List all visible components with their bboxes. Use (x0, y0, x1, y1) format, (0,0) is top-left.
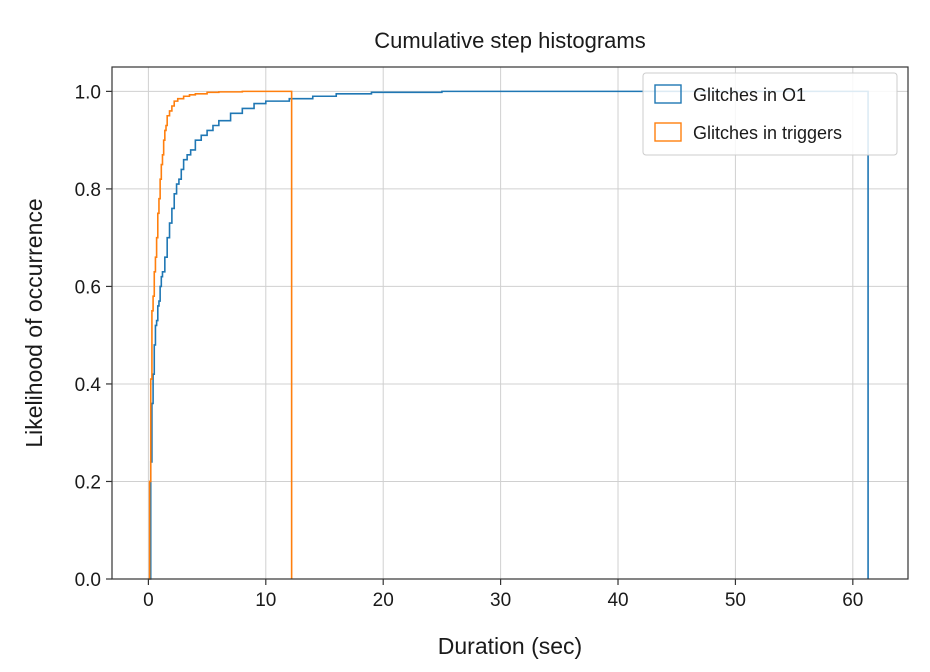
legend-swatch-o1 (654, 84, 682, 104)
x-tick-label: 40 (607, 590, 628, 611)
y-tick-label: 0.0 (75, 570, 101, 591)
y-tick-label: 0.8 (75, 180, 101, 201)
plot-frame (111, 66, 909, 580)
x-tick-label: 60 (842, 590, 863, 611)
legend: Glitches in O1 Glitches in triggers (642, 72, 898, 156)
x-axis-label: Duration (sec) (438, 633, 582, 659)
series-line-triggers (148, 90, 293, 580)
y-tick-label: 1.0 (75, 82, 101, 103)
legend-label-o1: Glitches in O1 (693, 85, 806, 105)
x-tick-label: 20 (373, 590, 394, 611)
chart-title: Cumulative step histograms (374, 28, 645, 53)
x-tick-label: 0 (143, 590, 154, 611)
plot-series (148, 90, 869, 580)
y-axis-label: Likelihood of occurrence (21, 198, 47, 447)
ticks: 0 10 20 30 40 50 60 0.0 0.2 0.4 0.6 0.8 1.0 (75, 82, 864, 611)
legend-box (642, 72, 898, 156)
legend-swatch-triggers (654, 122, 682, 142)
x-tick-label: 10 (255, 590, 276, 611)
y-tick-label: 0.4 (75, 375, 102, 396)
x-tick-label: 50 (725, 590, 746, 611)
y-tick-label: 0.2 (75, 472, 101, 493)
x-tick-label: 30 (490, 590, 511, 611)
y-tick-label: 0.6 (75, 277, 101, 298)
series-line-o1 (148, 90, 869, 580)
legend-label-triggers: Glitches in triggers (693, 123, 842, 143)
